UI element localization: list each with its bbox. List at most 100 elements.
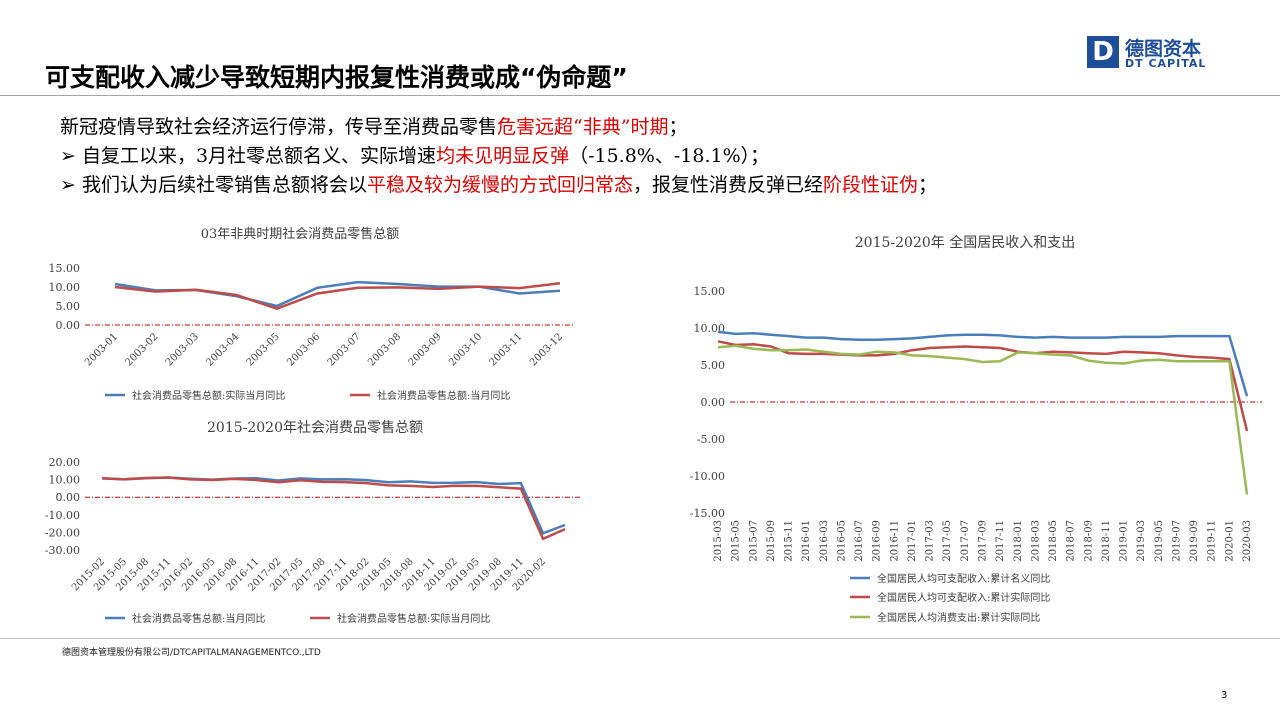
y-tick-label: 5.00 <box>56 300 81 313</box>
y-tick-label: 10.00 <box>49 474 81 487</box>
x-tick-label: 2019-11 <box>1207 520 1218 562</box>
y-tick-label: -20.00 <box>45 526 80 539</box>
y-tick-label: -10.00 <box>45 509 80 522</box>
bullet-text: 阶段性证伪 <box>823 174 919 196</box>
y-tick-label: 10.00 <box>49 281 81 294</box>
bullet-text: 新冠疫情导致社会经济运行停滞，传导至消费品零售 <box>60 116 498 138</box>
divider <box>0 638 1280 639</box>
x-tick-label: 2018-09 <box>1083 520 1094 562</box>
x-tick-label: 2015-07 <box>748 520 759 562</box>
bullet-text: ，报复性消费反弹已经 <box>633 174 824 196</box>
x-tick-label: 2018-03 <box>1030 520 1041 562</box>
y-tick-label: 0.00 <box>701 396 726 409</box>
y-tick-label: -10.00 <box>690 470 725 483</box>
series-line <box>114 280 561 308</box>
series-line <box>717 340 1249 432</box>
x-tick-label: 2017-01 <box>907 520 918 562</box>
chart-title: 2015-2020年社会消费品零售总额 <box>207 420 423 436</box>
x-tick-label: 2018-07 <box>1066 520 1077 562</box>
bullet-text: 危害远超“非典”时期 <box>497 116 669 138</box>
x-tick-label: 2003-02 <box>123 331 160 368</box>
page-number: 3 <box>1221 690 1228 701</box>
chart-title: 2015-2020年 全国居民收入和支出 <box>855 234 1075 251</box>
y-tick-label: -15.00 <box>690 507 725 520</box>
bullet-line: 新冠疫情导致社会经济运行停滞，传导至消费品零售危害远超“非典”时期； <box>60 112 687 139</box>
bullet-text: 我们认为后续社零销售总额将会以 <box>81 174 367 196</box>
bullet-line: ➢ 我们认为后续社零销售总额将会以平稳及较为缓慢的方式回归常态，报复性消费反弹已… <box>60 170 937 197</box>
y-tick-label: 10.00 <box>694 322 726 335</box>
x-tick-label: 2003-06 <box>285 331 322 368</box>
legend-label: 社会消费品零售总额:当月同比 <box>377 389 510 402</box>
y-tick-label: -5.00 <box>697 433 725 446</box>
x-tick-label: 2017-09 <box>978 520 989 562</box>
y-tick-label: 20.00 <box>49 456 81 469</box>
y-tick-label: 15.00 <box>49 262 81 275</box>
x-tick-label: 2015-11 <box>784 520 795 562</box>
x-tick-label: 2018-05 <box>1048 520 1059 562</box>
divider <box>0 95 1280 96</box>
x-tick-label: 2016-11 <box>889 520 900 562</box>
bullet-line: ➢ 自复工以来，3月社零总额名义、实际增速均未见明显反弹（-15.8%、-18.… <box>60 141 769 168</box>
x-tick-label: 2017-11 <box>995 520 1006 562</box>
legend-label: 社会消费品零售总额:当月同比 <box>132 612 265 625</box>
chart-title: 03年非典时期社会消费品零售总额 <box>201 226 400 242</box>
x-tick-label: 2018-11 <box>1101 520 1112 562</box>
x-tick-label: 2003-04 <box>204 331 241 368</box>
y-tick-label: 15.00 <box>694 285 726 298</box>
x-tick-label: 2018-01 <box>1013 520 1024 562</box>
y-tick-label: 0.00 <box>56 319 81 332</box>
bullet-text: 平稳及较为缓慢的方式回归常态 <box>366 174 633 196</box>
x-tick-label: 2015-05 <box>731 520 742 562</box>
x-tick-label: 2003-07 <box>326 331 363 368</box>
bullet-marker: ➢ <box>60 145 82 167</box>
series-line <box>717 330 1249 397</box>
legend-label: 全国居民人均可支配收入:累计实际同比 <box>877 591 1050 604</box>
x-tick-label: 2020-01 <box>1224 520 1235 562</box>
bullet-marker: ➢ <box>60 174 82 196</box>
x-tick-label: 2019-03 <box>1136 520 1147 562</box>
bullet-text: （-15.8%、-18.1%）； <box>569 145 770 167</box>
bullet-text: ； <box>668 116 688 138</box>
x-tick-label: 2003-11 <box>487 331 524 368</box>
x-tick-label: 2016-05 <box>836 520 847 562</box>
logo-en: DT CAPITAL <box>1125 57 1207 70</box>
x-tick-label: 2003-03 <box>164 331 201 368</box>
x-tick-label: 2003-05 <box>245 331 282 368</box>
legend-label: 社会消费品零售总额:实际当月同比 <box>132 389 285 402</box>
slide-title: 可支配收入减少导致短期内报复性消费或成“伪命题” <box>45 63 628 92</box>
x-tick-label: 2019-05 <box>1154 520 1165 562</box>
legend-label: 全国居民人均消费支出:累计实际同比 <box>877 611 1040 624</box>
x-tick-label: 2016-01 <box>801 520 812 562</box>
y-tick-label: 5.00 <box>701 359 726 372</box>
x-tick-label: 2003-01 <box>83 331 120 368</box>
x-tick-label: 2019-09 <box>1189 520 1200 562</box>
x-tick-label: 2003-12 <box>528 331 565 368</box>
x-tick-label: 2003-09 <box>407 331 444 368</box>
x-tick-label: 2017-05 <box>942 520 953 562</box>
bullet-text: 均未见明显反弹 <box>436 145 570 167</box>
y-tick-label: 0.00 <box>56 491 81 504</box>
series-line <box>717 344 1249 495</box>
x-tick-label: 2016-07 <box>854 520 865 562</box>
series-line <box>114 281 561 311</box>
series-line <box>101 476 566 541</box>
y-tick-label: -30.00 <box>45 544 80 557</box>
bullet-text: ； <box>918 174 938 196</box>
x-tick-label: 2017-07 <box>960 520 971 562</box>
logo-icon: D <box>1087 36 1119 68</box>
bullet-text: 自复工以来，3月社零总额名义、实际增速 <box>81 145 437 167</box>
x-tick-label: 2019-01 <box>1119 520 1130 562</box>
x-tick-label: 2003-10 <box>447 331 484 368</box>
x-tick-label: 2015-03 <box>713 520 724 562</box>
x-tick-label: 2017-03 <box>925 520 936 562</box>
logo-name: 德图资本 <box>1125 38 1202 60</box>
x-tick-label: 2016-03 <box>819 520 830 562</box>
x-tick-label: 2015-09 <box>766 520 777 562</box>
x-tick-label: 2016-09 <box>872 520 883 562</box>
x-tick-label: 2019-07 <box>1171 520 1182 562</box>
legend-label: 全国居民人均可支配收入:累计名义同比 <box>877 572 1050 585</box>
x-tick-label: 2003-08 <box>366 331 403 368</box>
legend-label: 社会消费品零售总额:实际当月同比 <box>337 612 490 625</box>
